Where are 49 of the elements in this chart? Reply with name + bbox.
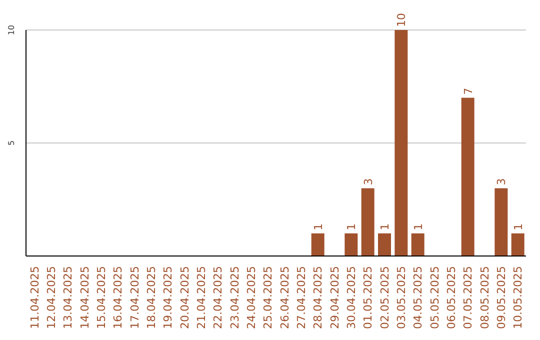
data-label: 3 [495,178,508,186]
x-tick-label: 22.04.2025 [212,266,225,329]
bar [311,233,324,256]
x-tick-label: 19.04.2025 [162,266,175,329]
x-tick-label: 18.04.2025 [145,266,158,329]
data-label: 1 [412,223,425,230]
data-label: 1 [312,223,325,230]
data-label: 7 [462,88,475,95]
bar [344,233,358,256]
data-label: 3 [362,178,375,186]
x-tick-label: 06.05.2025 [445,266,458,329]
y-tick-label: 5 [7,140,16,146]
x-tick-label: 30.04.2025 [345,266,358,329]
bar [494,188,508,256]
x-tick-label: 29.04.2025 [328,266,342,329]
data-label: 1 [378,223,392,230]
x-tick-label: 13.04.2025 [62,266,75,329]
x-tick-label: 27.04.2025 [295,266,308,329]
data-label: 1 [512,223,525,230]
x-tick-label: 15.04.2025 [95,266,108,329]
x-tick-label: 03.05.2025 [395,266,408,329]
data-label: 10 [395,13,408,27]
x-tick-label: 23.04.2025 [228,266,242,329]
x-tick-label: 04.05.2025 [412,266,425,329]
bar [461,98,474,256]
x-tick-label: 17.04.2025 [128,266,142,329]
x-tick-label: 08.05.2025 [478,266,492,329]
bar [411,233,424,256]
x-tick-label: 21.04.2025 [195,266,208,329]
x-tick-label: 09.05.2025 [495,266,508,329]
x-tick-label: 05.05.2025 [428,266,442,329]
x-tick-label: 11.04.2025 [28,266,42,329]
bar [511,233,524,256]
x-tick-label: 14.04.2025 [78,266,92,329]
bar [361,188,374,256]
x-tick-label: 25.04.2025 [262,266,275,329]
x-tick-label: 01.05.2025 [362,266,375,329]
x-tick-label: 10.05.2025 [512,266,525,329]
x-tick-label: 12.04.2025 [45,266,58,329]
bar [394,30,408,256]
x-tick-label: 28.04.2025 [312,266,325,329]
x-tick-label: 26.04.2025 [278,266,292,329]
x-tick-label: 02.05.2025 [378,266,392,329]
bar [378,233,391,256]
x-tick-label: 20.04.2025 [178,266,192,329]
x-tick-label: 07.05.2025 [462,266,475,329]
x-tick-label: 24.04.2025 [245,266,258,329]
data-label: 1 [345,223,358,230]
x-tick-label: 16.04.2025 [112,266,125,329]
